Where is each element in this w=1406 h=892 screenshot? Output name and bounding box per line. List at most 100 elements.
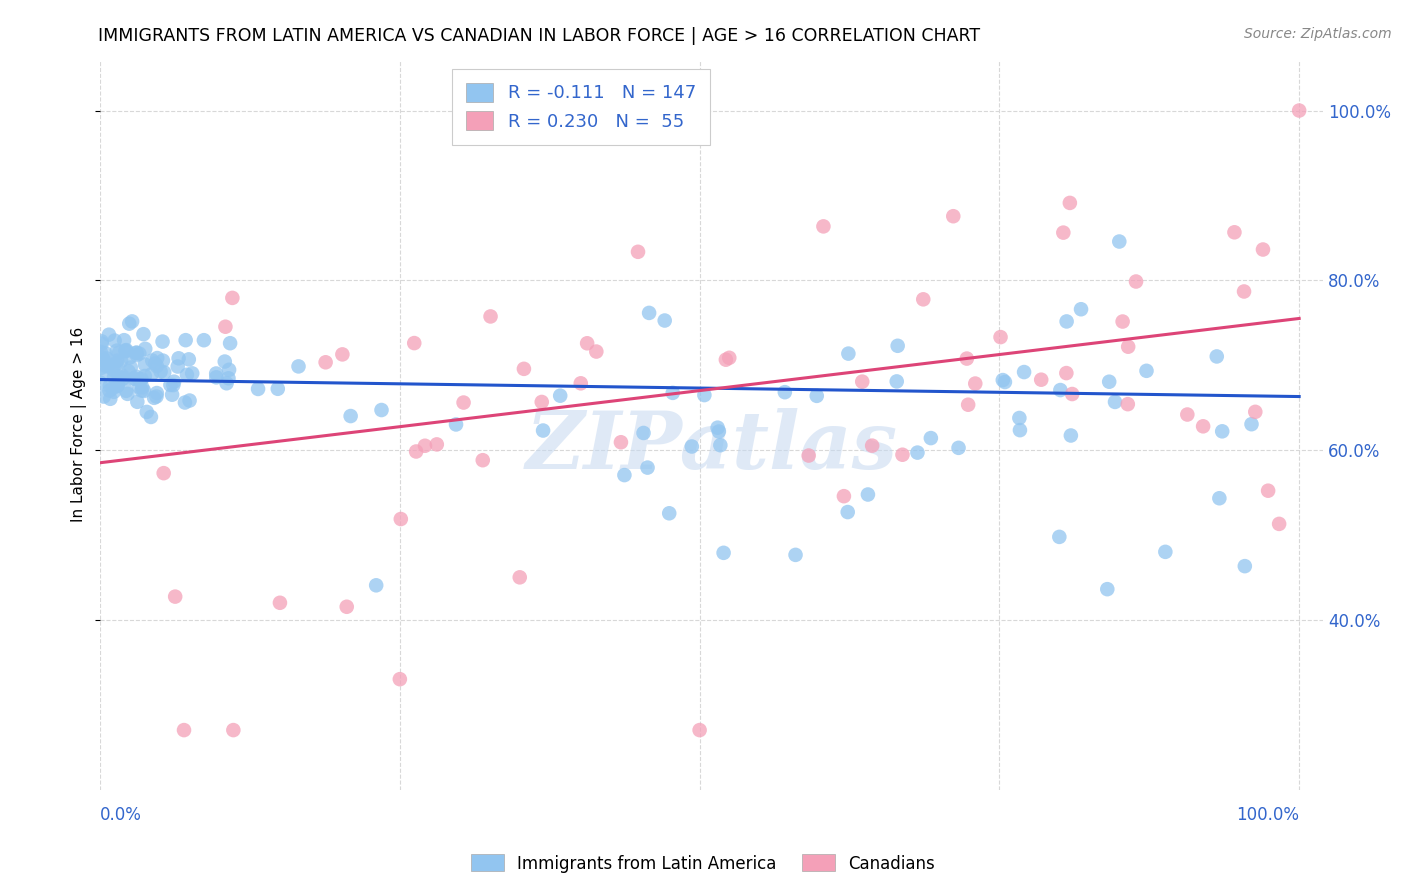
Point xyxy=(143,356,166,370)
Point xyxy=(97,327,120,342)
Point xyxy=(101,381,124,395)
Point xyxy=(957,398,980,412)
Point xyxy=(166,359,188,374)
Point xyxy=(128,380,150,394)
Point xyxy=(1098,375,1121,389)
Point xyxy=(128,346,150,360)
Point xyxy=(1059,195,1081,210)
Point xyxy=(990,330,1012,344)
Point xyxy=(773,385,796,400)
Point xyxy=(339,409,361,423)
Point xyxy=(97,359,120,373)
Point xyxy=(907,445,929,459)
Point xyxy=(1135,364,1157,378)
Point xyxy=(222,723,245,737)
Point xyxy=(1008,423,1031,437)
Point xyxy=(111,368,134,383)
Point xyxy=(806,389,828,403)
Point xyxy=(94,366,117,380)
Point xyxy=(98,379,121,393)
Point xyxy=(832,489,855,503)
Point xyxy=(177,352,200,367)
Point xyxy=(131,372,153,386)
Point xyxy=(114,343,136,358)
Point xyxy=(115,343,138,357)
Point xyxy=(104,334,127,348)
Text: Source: ZipAtlas.com: Source: ZipAtlas.com xyxy=(1244,27,1392,41)
Point xyxy=(219,336,242,351)
Point xyxy=(105,353,128,368)
Point xyxy=(404,336,426,351)
Point xyxy=(1175,408,1198,422)
Point xyxy=(891,448,914,462)
Point xyxy=(1116,397,1139,411)
Point xyxy=(886,339,908,353)
Point xyxy=(661,385,683,400)
Point xyxy=(1111,314,1133,328)
Point xyxy=(174,395,197,409)
Point xyxy=(96,359,118,374)
Point xyxy=(159,378,181,392)
Point xyxy=(471,453,494,467)
Point xyxy=(991,373,1014,387)
Point xyxy=(585,344,607,359)
Y-axis label: In Labor Force | Age > 16: In Labor Force | Age > 16 xyxy=(72,327,87,522)
Point xyxy=(785,548,807,562)
Point xyxy=(125,369,148,384)
Text: 100.0%: 100.0% xyxy=(1236,806,1299,824)
Point xyxy=(1054,366,1077,380)
Point xyxy=(1223,225,1246,239)
Point xyxy=(548,389,571,403)
Point xyxy=(287,359,309,374)
Point xyxy=(1012,365,1035,379)
Point xyxy=(218,363,240,377)
Point xyxy=(1049,383,1071,397)
Point xyxy=(146,351,169,365)
Point xyxy=(181,367,204,381)
Point xyxy=(405,444,427,458)
Text: IMMIGRANTS FROM LATIN AMERICA VS CANADIAN IN LABOR FORCE | AGE > 16 CORRELATION : IMMIGRANTS FROM LATIN AMERICA VS CANADIA… xyxy=(98,27,980,45)
Point xyxy=(1233,285,1256,299)
Point xyxy=(370,403,392,417)
Point xyxy=(145,389,167,403)
Point xyxy=(160,388,183,402)
Point xyxy=(146,359,169,373)
Point xyxy=(146,386,169,401)
Point xyxy=(1240,417,1263,432)
Point xyxy=(218,371,240,385)
Point xyxy=(173,723,195,737)
Point xyxy=(1070,302,1092,317)
Point xyxy=(125,348,148,362)
Point xyxy=(129,373,152,387)
Point xyxy=(654,313,676,327)
Point xyxy=(444,417,467,432)
Point xyxy=(569,376,592,391)
Point xyxy=(90,344,112,359)
Point xyxy=(713,546,735,560)
Point xyxy=(93,390,115,404)
Point xyxy=(315,355,337,369)
Point xyxy=(637,460,659,475)
Point xyxy=(127,394,149,409)
Point xyxy=(707,425,730,439)
Point xyxy=(1108,235,1130,249)
Point xyxy=(143,391,166,405)
Point xyxy=(134,358,156,372)
Point xyxy=(134,342,156,356)
Point xyxy=(706,420,728,434)
Point xyxy=(215,376,238,391)
Point xyxy=(135,405,157,419)
Point xyxy=(107,378,129,392)
Point xyxy=(105,343,128,358)
Point xyxy=(689,723,711,737)
Point xyxy=(214,319,236,334)
Point xyxy=(163,375,186,389)
Point xyxy=(627,244,650,259)
Point xyxy=(860,439,883,453)
Point xyxy=(413,439,436,453)
Point xyxy=(165,590,187,604)
Point xyxy=(132,327,155,342)
Point xyxy=(105,357,128,371)
Point xyxy=(1268,516,1291,531)
Point xyxy=(1125,275,1147,289)
